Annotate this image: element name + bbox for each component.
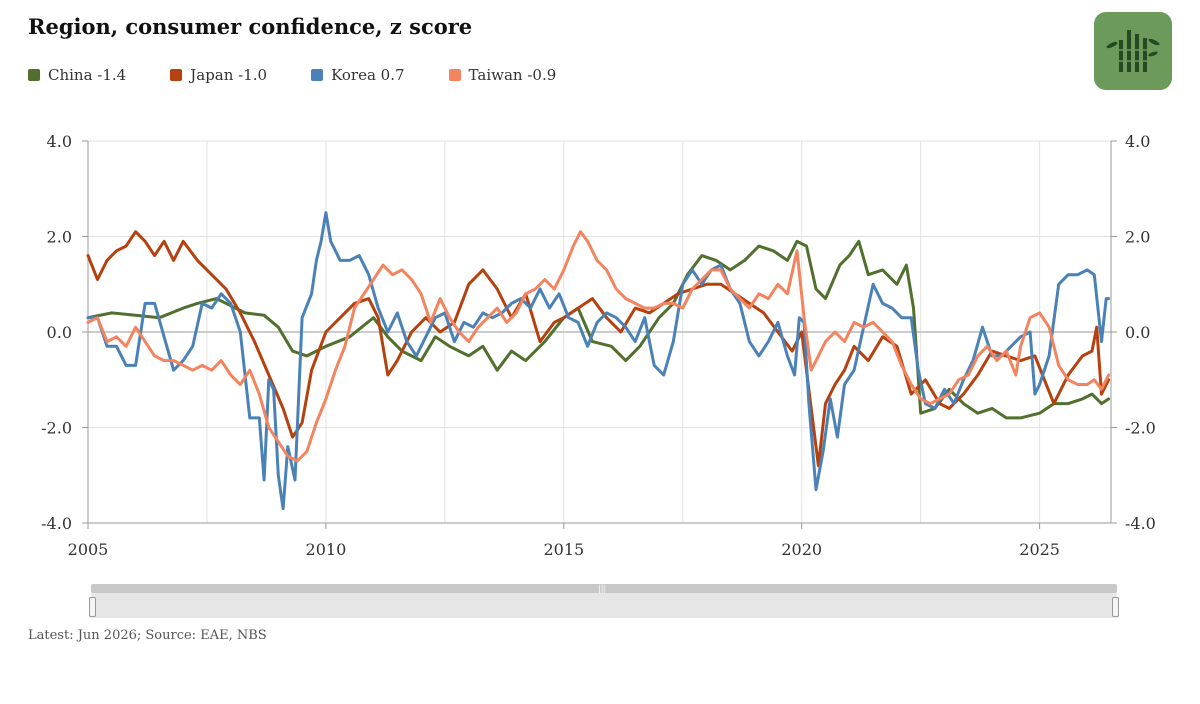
navigator-grip-icon[interactable]: ||| (598, 584, 607, 593)
legend-label-taiwan: Taiwan -0.9 (468, 66, 557, 84)
navigator-scrollbar[interactable] (91, 584, 1117, 593)
legend-label-china: China -1.4 (48, 66, 127, 84)
series-line-korea (86, 211, 1111, 511)
y-tick-label-left: 0.0 (47, 323, 72, 342)
navigator-handle-right[interactable] (1112, 597, 1119, 617)
axes (82, 140, 1117, 529)
legend-label-japan: Japan -1.0 (190, 66, 268, 84)
x-tick-label: 2020 (781, 540, 822, 559)
navigator-window[interactable] (91, 593, 1117, 618)
y-tick-label-left: 2.0 (47, 228, 72, 247)
x-tick-label: 2010 (306, 540, 347, 559)
legend-item-taiwan[interactable]: Taiwan -0.9 (448, 66, 557, 84)
x-tick-label: 2015 (543, 540, 584, 559)
y-tick-label-right: 4.0 (1125, 132, 1150, 151)
source-note: Latest: Jun 2026; Source: EAE, NBS (28, 628, 267, 643)
x-tick-label: 2025 (1019, 540, 1060, 559)
bamboo-logo (1094, 12, 1172, 90)
legend-item-korea[interactable]: Korea 0.7 (311, 66, 405, 84)
range-navigator[interactable]: ||| (89, 584, 1119, 618)
series-line-china (86, 239, 1111, 420)
legend-label-korea: Korea 0.7 (331, 66, 405, 84)
chart-title: Region, consumer confidence, z score (28, 14, 473, 39)
legend-swatch-china (28, 69, 40, 81)
series-line-taiwan (86, 230, 1111, 463)
y-tick-label-left: -4.0 (41, 514, 72, 533)
y-tick-label-right: 2.0 (1125, 228, 1150, 247)
navigator-handle-left[interactable] (89, 597, 96, 617)
legend-item-japan[interactable]: Japan -1.0 (170, 66, 267, 84)
y-tick-label-left: 4.0 (47, 132, 72, 151)
y-tick-label-right: -4.0 (1125, 514, 1156, 533)
y-tick-label-right: -2.0 (1125, 419, 1156, 438)
legend-swatch-japan (170, 69, 183, 81)
legend: China -1.4 Japan -1.0 Korea 0.7 Taiwan -… (28, 66, 600, 84)
y-tick-label-right: 0.0 (1125, 323, 1150, 342)
legend-swatch-taiwan (448, 69, 461, 81)
legend-item-china[interactable]: China -1.4 (28, 66, 126, 84)
series-lines (86, 211, 1111, 511)
y-tick-label-left: -2.0 (41, 419, 72, 438)
line-chart: 4.0 4.0 2.0 2.0 0.0 0.0 -2.0 -2.0 -4.0 -4.0 2005 20… (41, 132, 1156, 559)
tick-labels: 4.0 4.0 2.0 2.0 0.0 0.0 -2.0 -2.0 -4.0 -4.0 2005 20… (41, 132, 1156, 559)
series-line-japan (86, 230, 1111, 468)
x-tick-label: 2005 (68, 540, 109, 559)
legend-swatch-korea (311, 69, 324, 81)
bamboo-icon (1106, 30, 1160, 72)
